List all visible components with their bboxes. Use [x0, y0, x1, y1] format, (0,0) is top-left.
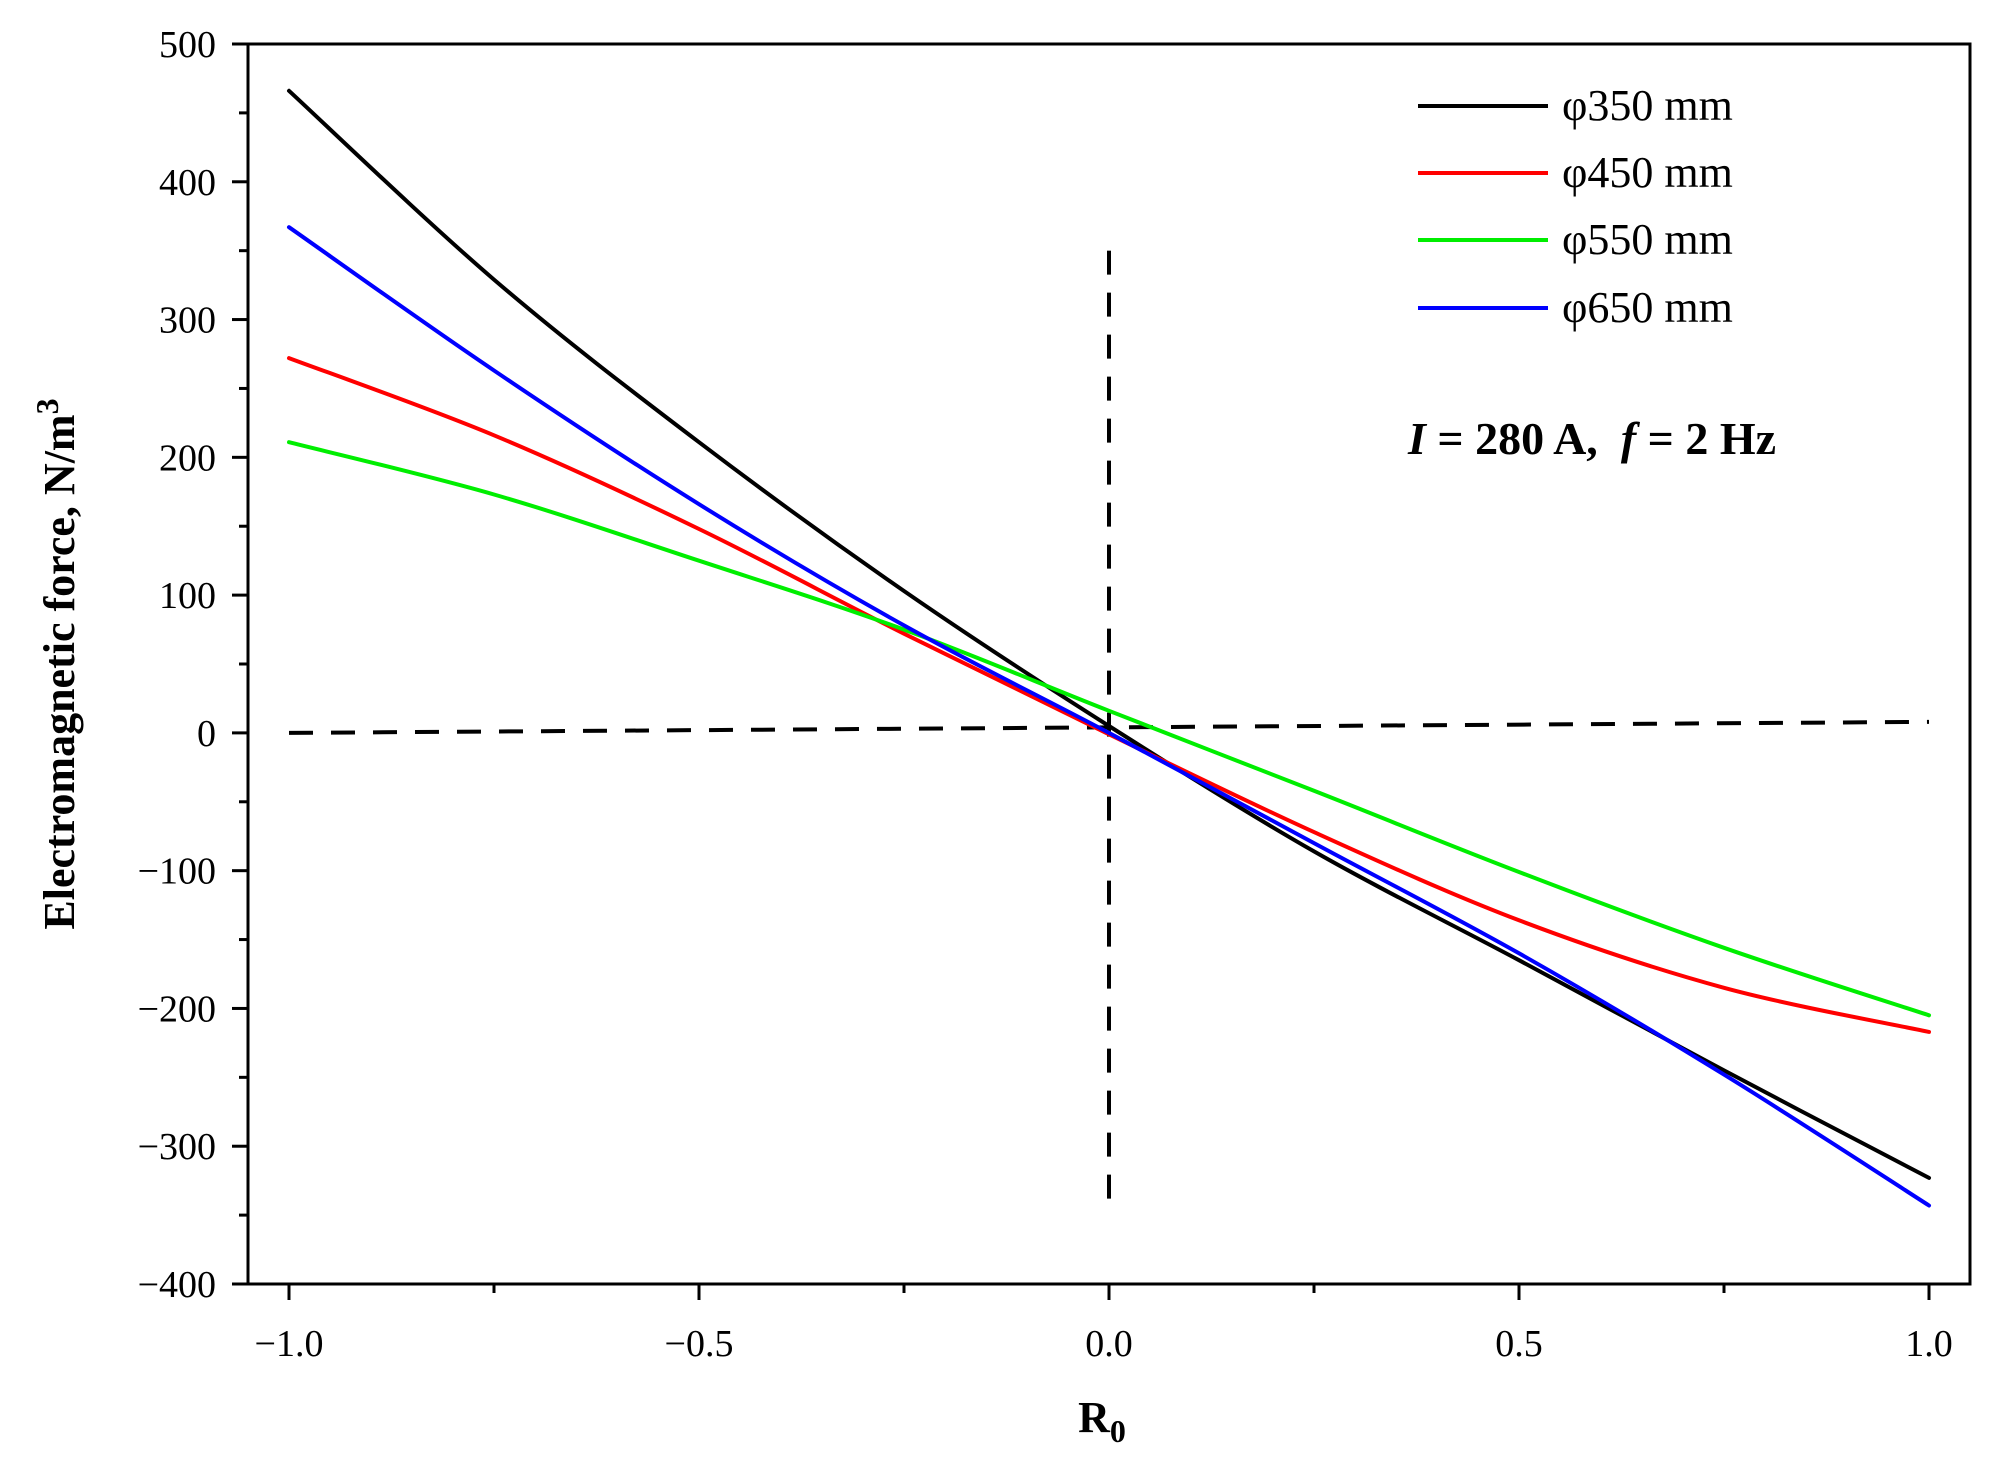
x-tick-label: −1.0	[255, 1323, 324, 1365]
y-tick-label: −100	[138, 851, 216, 893]
x-tick-label: 0.5	[1495, 1323, 1543, 1365]
y-axis-title-superscript: 3	[29, 398, 65, 414]
y-tick-label: −300	[138, 1126, 216, 1168]
annotation-frequency-value: = 2 Hz	[1636, 413, 1776, 464]
y-tick-label: 400	[159, 162, 216, 204]
y-tick-labels: 500 400 300 200 100 0 −100 −200 −300 −400	[138, 24, 216, 1306]
legend-label-3: φ650 mm	[1562, 283, 1733, 332]
y-axis-title-main: Electromagnetic force, N/m	[35, 414, 84, 929]
y-tick-label: −400	[138, 1264, 216, 1306]
y-tick-label: 200	[159, 437, 216, 479]
x-tick-label: 0.0	[1085, 1323, 1133, 1365]
legend-label-2: φ550 mm	[1562, 215, 1733, 264]
y-tick-label: 500	[159, 24, 216, 66]
x-axis-title-subscript: 0	[1110, 1413, 1126, 1449]
x-tick-label: 1.0	[1905, 1323, 1953, 1365]
series-line-2	[287, 440, 1931, 1018]
annotation-frequency-symbol: f	[1621, 413, 1641, 464]
y-tick-label: 300	[159, 300, 216, 342]
x-axis-title-main: R	[1078, 1393, 1111, 1442]
y-tick-label: 100	[159, 575, 216, 617]
x-tick-labels: −1.0 −0.5 0.0 0.5 1.0	[255, 1323, 1953, 1365]
annotation-current-value: = 280 A,	[1426, 413, 1621, 464]
annotation-current-symbol: I	[1407, 413, 1428, 464]
y-axis-title: Electromagnetic force, N/m3	[29, 398, 84, 929]
axis-ticks	[232, 42, 1931, 1300]
legend-label-1: φ450 mm	[1562, 148, 1733, 197]
y-tick-label: 0	[197, 713, 216, 755]
annotation-text: I = 280 A, f = 2 Hz	[1407, 413, 1776, 464]
legend: φ350 mm φ450 mm φ550 mm φ650 mm	[1418, 81, 1733, 332]
y-tick-label: −200	[138, 988, 216, 1030]
legend-label-0: φ350 mm	[1562, 81, 1733, 130]
series-lines	[287, 88, 1931, 1208]
series-line-3	[287, 225, 1931, 1208]
x-tick-label: −0.5	[665, 1323, 734, 1365]
x-axis-title: R0	[1078, 1393, 1126, 1449]
